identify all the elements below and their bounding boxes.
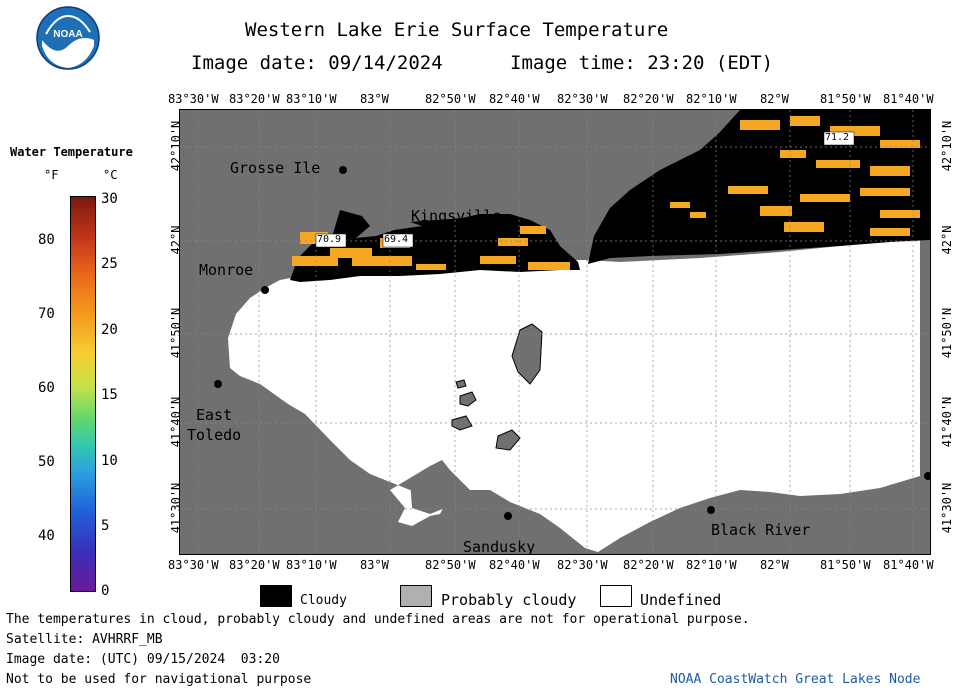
lon-top-tick-label: 83°20'W — [229, 92, 280, 106]
readout-box-3 — [823, 131, 855, 146]
colorbar-f-tick: 40 — [38, 528, 55, 544]
label-grosse-ile: Grosse Ile — [230, 159, 321, 177]
legend-undefined-swatch — [600, 585, 632, 607]
lon-bottom-tick-label: 81°40'W — [883, 558, 934, 572]
map-frame — [179, 109, 931, 555]
lon-top-tick-label: 81°40'W — [883, 92, 934, 106]
lon-top-tick-label: 82°10'W — [686, 92, 737, 106]
lon-bottom-tick-label: 82°50'W — [425, 558, 476, 572]
lat-right-tick-label: 41°30'N — [940, 482, 954, 534]
colorbar-c-tick: 10 — [101, 452, 118, 469]
colorbar-c-tick: 5 — [101, 518, 110, 534]
marblehead-peninsula — [410, 474, 502, 514]
lon-top-tick-label: 83°30'W — [168, 92, 219, 106]
sandusky-marker — [504, 512, 512, 520]
noaa-logo-icon: NOAA — [36, 6, 100, 70]
lon-top-tick-label: 82°W — [760, 92, 789, 106]
city-markers — [214, 166, 930, 520]
label-east: East — [196, 406, 233, 424]
lon-top-tick-label: 83°W — [360, 92, 389, 106]
footer-satellite: Satellite: AVHRRF_MB — [6, 632, 163, 647]
lake-map — [180, 110, 930, 554]
readout-2: 69.4 — [384, 234, 409, 245]
lat-right-tick-label: 42°N — [940, 225, 954, 255]
lat-left-tick-label: 42°10'N — [169, 120, 183, 172]
colorbar-title: Water Temperature — [10, 145, 133, 159]
colorbar-c-tick: 30 — [101, 191, 118, 207]
map-panel: 70.9 69.4 71.2 — [180, 110, 930, 554]
lon-top-tick-label: 82°50'W — [425, 92, 476, 106]
colorbar-unit-c: °C — [103, 168, 118, 182]
lon-bottom-tick-label: 81°50'W — [820, 558, 871, 572]
undefined-lake-area — [228, 238, 920, 552]
footer-credit: NOAA CoastWatch Great Lakes Node — [670, 672, 921, 687]
lon-top-tick-label: 83°10'W — [286, 92, 337, 106]
label-black-river: Black River — [711, 521, 811, 539]
lon-bottom-tick-label: 82°40'W — [489, 558, 540, 572]
lat-left-tick-label: 41°30'N — [169, 482, 183, 534]
logo-text: NOAA — [53, 29, 82, 40]
map-grid — [180, 110, 930, 554]
lon-bottom-tick-label: 83°10'W — [286, 558, 337, 572]
lon-top-tick-label: 82°20'W — [623, 92, 674, 106]
noaa-logo: NOAA — [36, 6, 100, 70]
east-edge-marker — [924, 472, 930, 480]
colorbar-f-tick: 50 — [38, 454, 55, 470]
colorbar-c-tick: 15 — [101, 387, 118, 404]
lon-bottom-tick-label: 83°30'W — [168, 558, 219, 572]
image-time: Image time: 23:20 (EDT) — [510, 52, 774, 74]
footer-utc-date: Image date: (UTC) 09/15/2024 03:20 — [6, 652, 280, 667]
lon-top-tick-label: 82°30'W — [557, 92, 608, 106]
colorbar — [70, 196, 96, 592]
label-sandusky: Sandusky — [463, 538, 536, 556]
lon-bottom-tick-label: 82°W — [760, 558, 789, 572]
lat-right-tick-label: 41°50'N — [940, 307, 954, 359]
readout-box-1 — [315, 233, 347, 248]
page-title: Western Lake Erie Surface Temperature — [245, 19, 669, 41]
colorbar-unit-f: °F — [44, 168, 59, 182]
lon-bottom-tick-label: 83°20'W — [229, 558, 280, 572]
footer-nav-warning: Not to be used for navigational purpose — [6, 672, 312, 687]
image-date: Image date: 09/14/2024 — [191, 52, 443, 74]
lat-left-tick-label: 41°50'N — [169, 307, 183, 359]
readout-3: 71.2 — [825, 132, 850, 143]
label-monroe: Monroe — [199, 261, 254, 279]
east-toledo-marker — [214, 380, 222, 388]
colorbar-f-tick: 60 — [38, 380, 55, 396]
label-kingsville: Kingsville — [411, 207, 502, 225]
footer-disclaimer: The temperatures in cloud, probably clou… — [6, 612, 750, 627]
colorbar-f-tick: 70 — [38, 306, 55, 322]
grosse-ile-marker — [339, 166, 347, 174]
lon-top-tick-label: 82°40'W — [489, 92, 540, 106]
readout-1: 70.9 — [317, 234, 342, 245]
colorbar-c-tick: 20 — [101, 321, 118, 338]
lon-bottom-tick-label: 82°20'W — [623, 558, 674, 572]
colorbar-c-tick: 0 — [101, 583, 110, 600]
colorbar-f-tick: 80 — [38, 232, 55, 248]
legend-probably-cloudy-swatch — [400, 585, 432, 607]
black-river-marker — [707, 506, 715, 514]
lat-left-tick-label: 41°40'N — [169, 396, 183, 448]
colorbar-c-tick: 25 — [101, 256, 118, 273]
lon-bottom-tick-label: 82°10'W — [686, 558, 737, 572]
lon-top-tick-label: 81°50'W — [820, 92, 871, 106]
legend-probably-cloudy-label: Probably cloudy — [441, 591, 577, 609]
label-toledo: Toledo — [187, 426, 242, 444]
legend-undefined-label: Undefined — [640, 591, 722, 609]
lat-right-tick-label: 41°40'N — [940, 396, 954, 448]
lat-left-tick-label: 42°N — [169, 225, 183, 255]
legend-cloudy-label: Cloudy — [300, 593, 347, 608]
lon-bottom-tick-label: 82°30'W — [557, 558, 608, 572]
legend-cloudy-swatch — [260, 585, 292, 607]
readout-box-2 — [382, 233, 414, 248]
lon-bottom-tick-label: 83°W — [360, 558, 389, 572]
lat-right-tick-label: 42°10'N — [940, 120, 954, 172]
monroe-marker — [261, 286, 269, 294]
